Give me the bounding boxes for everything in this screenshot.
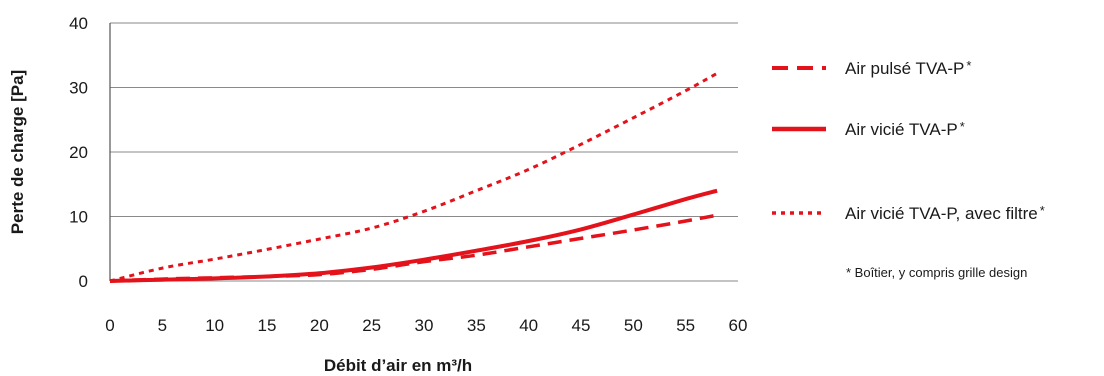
x-tick-label: 5: [158, 316, 167, 335]
x-tick-label: 60: [729, 316, 748, 335]
gridlines: [110, 22, 738, 282]
x-tick-label: 30: [415, 316, 434, 335]
y-tick-label: 0: [79, 272, 88, 291]
x-tick-labels: 0 5 10 15 20 25 30 35 40 45 50 55 60: [105, 316, 747, 335]
legend-label: Air vicié TVA-P, avec filtre *: [845, 203, 1045, 223]
x-tick-label: 55: [676, 316, 695, 335]
x-tick-label: 25: [362, 316, 381, 335]
legend-label-text: Air pulsé TVA-P: [845, 59, 964, 78]
footnote: * Boîtier, y compris grille design: [846, 265, 1027, 280]
legend: Air pulsé TVA-P *Air vicié TVA-P *Air vici…: [772, 58, 1045, 223]
legend-asterisk: *: [966, 58, 971, 73]
legend-label-text: Air vicié TVA-P: [845, 120, 958, 139]
x-tick-label: 10: [205, 316, 224, 335]
x-tick-label: 50: [624, 316, 643, 335]
x-tick-label: 20: [310, 316, 329, 335]
legend-label: Air pulsé TVA-P *: [845, 58, 971, 78]
legend-asterisk: *: [960, 119, 965, 134]
x-axis-title: Débit d’air en m³/h: [324, 356, 472, 375]
y-tick-label: 10: [69, 208, 88, 227]
y-tick-label: 30: [69, 79, 88, 98]
legend-label: Air vicié TVA-P *: [845, 119, 965, 139]
y-axis-title: Perte de charge [Pa]: [8, 70, 27, 234]
legend-asterisk: *: [1040, 203, 1045, 218]
series-lines: [109, 71, 718, 283]
series-line-dashed: [109, 213, 718, 283]
x-tick-label: 45: [572, 316, 591, 335]
x-tick-label: 15: [258, 316, 277, 335]
x-tick-label: 35: [467, 316, 486, 335]
x-tick-label: 40: [519, 316, 538, 335]
x-tick-label: 0: [105, 316, 114, 335]
y-tick-labels: 0 10 20 30 40: [69, 14, 88, 291]
series-line-dotted: [109, 71, 718, 283]
series-line-solid: [109, 188, 718, 283]
y-tick-label: 40: [69, 14, 88, 33]
y-tick-label: 20: [69, 143, 88, 162]
legend-label-text: Air vicié TVA-P, avec filtre: [845, 204, 1038, 223]
